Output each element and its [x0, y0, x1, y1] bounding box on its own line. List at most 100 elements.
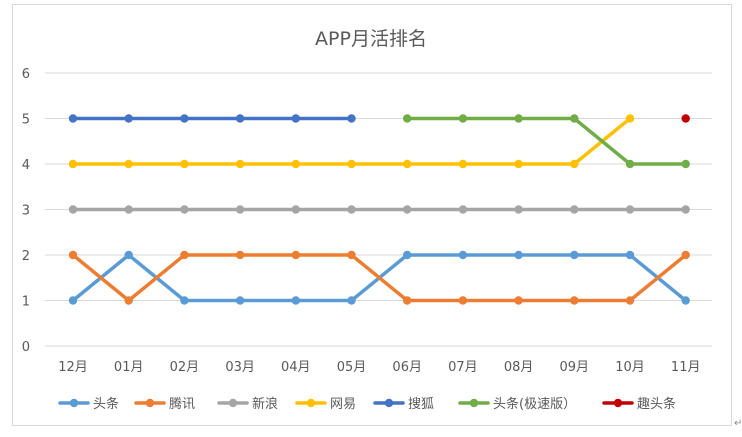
legend-swatch-marker — [69, 398, 79, 408]
legend-item: 头条 — [58, 396, 119, 412]
y-tick-label: 5 — [22, 113, 30, 128]
data-point — [514, 250, 523, 260]
x-tick-label: 05月 — [337, 360, 367, 375]
x-tick-label: 03月 — [225, 360, 255, 375]
data-point — [124, 296, 133, 305]
legend-label: 趣头条 — [637, 396, 676, 412]
data-point — [124, 250, 133, 260]
data-point — [681, 159, 690, 169]
data-point — [124, 159, 133, 169]
series-line — [405, 116, 688, 166]
data-point — [347, 296, 356, 305]
data-point — [68, 159, 78, 169]
x-tick-label: 06月 — [392, 360, 422, 375]
data-point — [124, 205, 133, 214]
legend-item: 头条(极速版） — [458, 396, 576, 412]
data-point — [403, 114, 412, 123]
data-point — [514, 205, 523, 214]
y-axis-ticks: 0 1 2 3 4 5 6 — [22, 67, 30, 355]
series-line — [71, 253, 688, 303]
legend-item: 新浪 — [217, 396, 278, 412]
series-line — [71, 116, 632, 166]
data-point — [403, 205, 412, 214]
series-4 — [68, 114, 356, 123]
data-point — [124, 114, 133, 123]
data-point — [514, 159, 523, 169]
data-point — [347, 205, 356, 214]
legend-label: 头条 — [93, 396, 119, 412]
y-tick-label: 2 — [22, 249, 30, 264]
data-point — [347, 114, 356, 123]
data-point — [625, 205, 635, 214]
data-point — [235, 205, 245, 214]
data-point — [458, 159, 468, 169]
data-point — [681, 250, 690, 260]
x-axis-ticks: 12月 01月 02月 03月 04月 05月 06月 07月 08月 09月 10月 11月 — [58, 360, 700, 375]
series-6 — [681, 114, 690, 123]
data-point — [570, 250, 579, 260]
data-point — [625, 114, 635, 123]
chart-frame — [12, 4, 732, 426]
chart-title: APP月活排名 — [315, 28, 427, 50]
data-point — [291, 114, 300, 123]
x-tick-label: 08月 — [504, 360, 534, 375]
x-tick-label: 07月 — [448, 360, 478, 375]
data-point — [68, 114, 78, 123]
y-tick-label: 6 — [22, 67, 30, 82]
y-tick-label: 3 — [22, 204, 30, 219]
data-point — [180, 114, 189, 123]
data-point — [681, 205, 690, 214]
x-tick-label: 09月 — [560, 360, 590, 375]
data-point — [235, 296, 245, 305]
y-tick-label: 1 — [22, 295, 30, 310]
data-point — [625, 250, 635, 260]
data-point — [570, 114, 579, 123]
data-point — [291, 205, 300, 214]
series-2 — [68, 205, 690, 214]
data-point — [180, 296, 189, 305]
data-point — [291, 296, 300, 305]
series-layer — [68, 114, 690, 305]
data-point — [403, 159, 412, 169]
data-point — [347, 250, 356, 260]
data-point — [514, 114, 523, 123]
legend: 头条 腾讯 新浪 网易 搜狐 头条(极速版） 趣头条 — [58, 396, 676, 412]
data-point — [625, 296, 635, 305]
legend-swatch-marker — [469, 398, 479, 408]
legend-label: 腾讯 — [169, 396, 195, 412]
legend-item: 趣头条 — [602, 396, 676, 412]
data-point — [681, 114, 690, 123]
data-point — [570, 205, 579, 214]
data-point — [180, 159, 189, 169]
x-tick-label: 01月 — [114, 360, 144, 375]
data-point — [235, 114, 245, 123]
data-point — [403, 250, 412, 260]
data-point — [625, 159, 635, 169]
data-point — [291, 250, 300, 260]
legend-label: 头条(极速版） — [493, 396, 576, 412]
x-tick-label: 10月 — [615, 360, 645, 375]
paragraph-mark: ↵ — [734, 418, 742, 429]
data-point — [347, 159, 356, 169]
data-point — [180, 205, 189, 214]
legend-label: 网易 — [330, 397, 356, 412]
data-point — [180, 250, 189, 260]
legend-swatch-marker — [145, 398, 155, 408]
legend-swatch-marker — [384, 398, 394, 408]
x-tick-label: 11月 — [671, 360, 701, 375]
legend-swatch-marker — [613, 398, 623, 408]
x-tick-label: 02月 — [170, 360, 200, 375]
data-point — [681, 296, 690, 305]
series-1 — [68, 250, 690, 305]
legend-item: 网易 — [295, 397, 356, 412]
y-tick-label: 0 — [22, 340, 30, 355]
data-point — [68, 250, 78, 260]
legend-item: 腾讯 — [134, 396, 195, 412]
data-point — [68, 205, 78, 214]
data-point — [458, 114, 468, 123]
data-point — [235, 159, 245, 169]
legend-item: 搜狐 — [373, 397, 434, 412]
data-point — [458, 205, 468, 214]
x-tick-label: 04月 — [281, 360, 311, 375]
